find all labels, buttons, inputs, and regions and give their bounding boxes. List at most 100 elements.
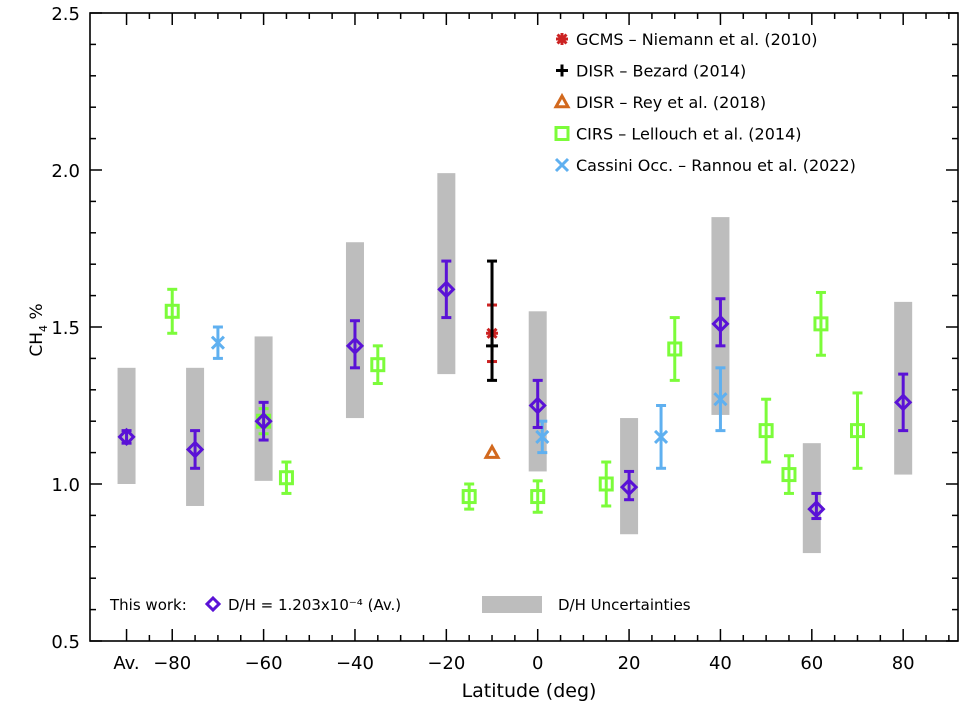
data-point [528, 378, 547, 429]
y-axis-label: CH4 % [27, 303, 50, 356]
diamond-marker [185, 440, 205, 459]
x-marker [554, 157, 570, 173]
x-marker [210, 335, 225, 350]
uncertainty-bands [117, 173, 913, 554]
legend-label: DISR – Rey et al. (2018) [576, 93, 766, 112]
legend: GCMS – Niemann et al. (2010) DISR – Bezar… [553, 30, 856, 175]
legend-entry: CIRS – Lellouch et al. (2014) [554, 125, 801, 144]
diamond-marker [528, 396, 547, 415]
this-work-prefix: This work: [109, 596, 187, 614]
square-marker [667, 341, 683, 357]
square-marker [781, 467, 797, 483]
square-marker [530, 489, 546, 505]
legend-entry: DISR – Bezard (2014) [556, 62, 746, 81]
triangle-marker [483, 443, 501, 459]
square-marker [758, 423, 774, 439]
data-point [185, 429, 205, 470]
y-tick-label: 1.0 [51, 475, 80, 496]
data-point [781, 454, 797, 495]
data-point [598, 460, 614, 508]
bottom-legend: This work: D/H = 1.203x10⁻⁴ (Av.) D/H Unce… [109, 595, 691, 614]
legend-label: CIRS – Lellouch et al. (2014) [576, 125, 801, 144]
y-axis-label-main: CH [27, 332, 47, 357]
diamond-marker [345, 336, 365, 355]
y-axis-label-tail: % [27, 303, 47, 325]
legend-label: DISR – Bezard (2014) [576, 62, 746, 81]
data-point [530, 479, 546, 514]
y-axis-label-sub: 4 [37, 325, 50, 332]
x-tick-label: 60 [800, 653, 823, 674]
diamond-marker [437, 280, 456, 299]
y-tick-label: 2.0 [51, 161, 80, 182]
x-tick-label: Av. [113, 653, 139, 674]
axes: 0.5 1.0 1.5 2.0 2.5 Av. −80 −60 −40 −20 0 20 40 60 80 [51, 4, 959, 674]
diamond-marker [619, 478, 639, 497]
y-tick-label: 2.5 [51, 4, 80, 25]
this-work-label: D/H = 1.203x10⁻⁴ (Av.) [228, 596, 401, 614]
plus-marker [486, 339, 499, 352]
data-point [483, 443, 501, 459]
x-tick-label: −80 [153, 653, 191, 674]
data-point [894, 372, 913, 433]
x-marker [653, 429, 669, 444]
data-point [758, 397, 774, 464]
legend-entry: DISR – Rey et al. (2018) [553, 92, 766, 112]
data-point [667, 316, 683, 382]
diamond-marker [254, 412, 273, 431]
data-point [653, 404, 669, 470]
y-tick-label: 0.5 [51, 632, 80, 653]
square-marker [164, 303, 180, 319]
square-marker [813, 316, 829, 332]
diamond-marker [204, 595, 222, 613]
x-tick-label: 0 [532, 653, 543, 674]
asterisk-marker [556, 33, 568, 45]
square-marker [461, 489, 477, 505]
x-tick-label: 80 [892, 653, 915, 674]
x-axis-label: Latitude (deg) [462, 680, 597, 702]
data-point [278, 460, 294, 495]
data-point [619, 469, 639, 502]
square-marker [598, 476, 614, 492]
band-legend-label: D/H Uncertainties [558, 596, 691, 614]
uncertainty-band [117, 367, 136, 484]
legend-entry: GCMS – Niemann et al. (2010) [556, 30, 818, 49]
x-marker [535, 429, 550, 444]
data-point [849, 391, 865, 470]
diamond-marker [807, 499, 826, 519]
data-point [164, 287, 180, 335]
legend-entry: Cassini Occ. – Rannou et al. (2022) [554, 156, 856, 175]
data-point [254, 400, 273, 442]
diamond-marker [711, 314, 730, 333]
data-point [370, 344, 386, 386]
data-point [210, 325, 225, 360]
x-tick-label: 40 [709, 653, 732, 674]
legend-label: GCMS – Niemann et al. (2010) [576, 30, 818, 49]
y-tick-label: 1.5 [51, 318, 80, 339]
data-point [117, 427, 136, 447]
data-points [117, 259, 913, 521]
legend-label: Cassini Occ. – Rannou et al. (2022) [576, 156, 856, 175]
data-point [713, 366, 728, 433]
data-point [345, 319, 365, 370]
data-point [486, 259, 499, 382]
x-tick-label: −40 [336, 653, 374, 674]
data-point [807, 491, 826, 521]
data-point [437, 259, 456, 320]
square-marker [849, 423, 865, 439]
triangle-marker [553, 92, 571, 109]
diamond-marker [894, 393, 913, 412]
square-marker [370, 357, 386, 373]
x-tick-label: −20 [427, 653, 465, 674]
diamond-marker [117, 427, 136, 447]
x-tick-label: −60 [245, 653, 283, 674]
x-marker [713, 392, 728, 407]
uncertainty-band [802, 443, 821, 554]
square-marker [278, 470, 294, 486]
band-legend-swatch [482, 596, 542, 613]
data-point [711, 297, 730, 348]
x-tick-label: 20 [618, 653, 641, 674]
data-point [813, 290, 829, 357]
plus-marker [556, 64, 568, 77]
square-marker [554, 126, 570, 141]
